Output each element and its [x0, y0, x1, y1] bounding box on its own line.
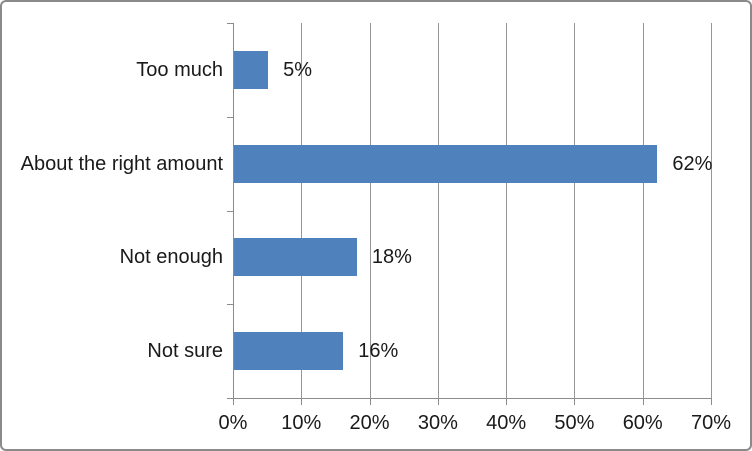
value-label-about-the-right-amount: 62%	[672, 152, 713, 175]
y-axis-line	[233, 23, 234, 399]
gridline-10%	[301, 23, 303, 398]
x-tick-label-10%: 10%	[281, 412, 322, 434]
category-label-not-enough: Not enough	[119, 246, 223, 269]
gridline-50%	[574, 23, 576, 398]
x-tick-label-40%: 40%	[486, 412, 527, 434]
y-axis-tick-4	[227, 398, 233, 399]
y-axis-tick-1	[227, 116, 233, 118]
x-tick-label-20%: 20%	[349, 412, 390, 434]
bar-not-sure	[234, 332, 344, 371]
value-label-not-sure: 16%	[358, 340, 399, 363]
category-label-not-sure: Not sure	[147, 340, 223, 363]
gridline-20%	[369, 23, 371, 398]
y-axis-tick-0	[227, 23, 233, 24]
gridline-70%	[711, 23, 712, 398]
y-axis-tick-3	[227, 304, 233, 306]
x-axis-line	[233, 398, 712, 399]
x-axis-tick-60%	[642, 398, 644, 405]
bar-not-enough	[234, 238, 357, 277]
x-axis-tick-50%	[574, 398, 576, 405]
value-label-not-enough: 18%	[371, 246, 412, 269]
x-axis-tick-20%	[369, 398, 371, 405]
x-tick-label-30%: 30%	[417, 412, 458, 434]
gridline-60%	[642, 23, 644, 398]
x-axis-tick-10%	[301, 398, 303, 405]
gridline-40%	[506, 23, 508, 398]
gridline-30%	[437, 23, 439, 398]
x-tick-label-50%: 50%	[554, 412, 595, 434]
x-tick-label-0%: 0%	[218, 412, 248, 434]
bar-too-much	[234, 50, 269, 89]
value-label-too-much: 5%	[283, 58, 313, 81]
x-tick-label-60%: 60%	[622, 412, 663, 434]
y-axis-tick-2	[227, 210, 233, 212]
bar-about-the-right-amount	[234, 144, 658, 183]
x-axis-tick-0%	[233, 398, 234, 405]
x-tick-label-70%: 70%	[690, 412, 732, 434]
x-axis-tick-40%	[506, 398, 508, 405]
category-label-too-much: Too much	[136, 58, 223, 81]
x-axis-tick-70%	[711, 398, 712, 405]
category-label-about-the-right-amount: About the right amount	[20, 152, 223, 175]
x-axis-tick-30%	[437, 398, 439, 405]
